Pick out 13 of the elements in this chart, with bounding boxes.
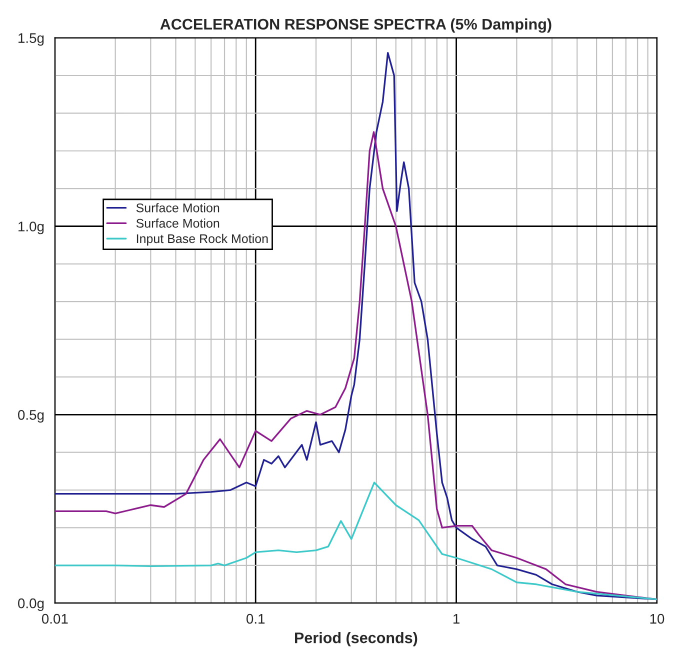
y-tick-label: 0.0g [18,598,44,612]
x-tick-label: 1 [453,614,460,624]
y-tick-label: 0.5g [18,410,44,423]
y-tick-label: 1.0g [18,222,44,234]
chart-title: ACCELERATION RESPONSE SPECTRA (5% Damping) [160,18,552,33]
x-tick-label: 10 [650,614,664,624]
x-tick-label: 0.1 [246,614,265,624]
y-tick-label: 1.5g [18,33,44,46]
legend-label: Surface Motion [136,218,220,228]
legend-label: Surface Motion [136,203,220,212]
x-tick-label: 0.01 [42,614,68,624]
legend-label: Input Base Rock Motion [136,234,268,246]
x-axis-title: Period (seconds) [295,632,418,646]
